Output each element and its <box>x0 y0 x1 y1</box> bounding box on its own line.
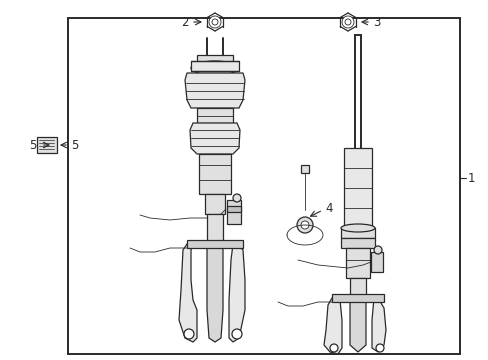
Bar <box>199 154 230 194</box>
Ellipse shape <box>191 61 239 75</box>
Text: 2: 2 <box>181 15 189 28</box>
Bar <box>37 137 57 153</box>
Bar <box>340 238 374 248</box>
Bar <box>340 228 374 238</box>
Bar <box>186 240 243 248</box>
Polygon shape <box>324 298 341 354</box>
Circle shape <box>329 344 337 352</box>
Circle shape <box>373 246 381 254</box>
Polygon shape <box>184 73 244 108</box>
Bar <box>349 278 365 298</box>
Circle shape <box>375 344 383 352</box>
Polygon shape <box>349 298 365 352</box>
Polygon shape <box>371 298 385 352</box>
Bar <box>346 248 369 278</box>
Text: 1: 1 <box>467 171 474 185</box>
Bar <box>197 55 232 65</box>
Circle shape <box>208 16 221 28</box>
Bar <box>226 200 241 224</box>
Circle shape <box>212 19 218 25</box>
Bar <box>343 148 371 228</box>
Polygon shape <box>179 244 197 342</box>
Circle shape <box>301 221 308 229</box>
Bar <box>68 18 459 354</box>
Bar <box>226 206 241 212</box>
Ellipse shape <box>340 224 374 232</box>
Bar <box>331 294 383 302</box>
Polygon shape <box>206 244 223 342</box>
Text: 5: 5 <box>30 139 37 152</box>
Polygon shape <box>228 244 244 342</box>
Circle shape <box>345 19 350 25</box>
Bar <box>204 194 224 214</box>
Circle shape <box>296 217 312 233</box>
Bar <box>197 108 232 123</box>
Text: 5: 5 <box>71 139 78 152</box>
Circle shape <box>341 16 353 28</box>
Text: 3: 3 <box>372 15 380 28</box>
Circle shape <box>232 194 241 202</box>
Text: 4: 4 <box>325 202 332 215</box>
Bar <box>370 252 382 272</box>
Circle shape <box>231 329 242 339</box>
Circle shape <box>183 329 194 339</box>
Bar <box>301 165 308 173</box>
Bar <box>206 214 223 244</box>
Polygon shape <box>190 123 240 154</box>
Bar <box>191 61 239 71</box>
